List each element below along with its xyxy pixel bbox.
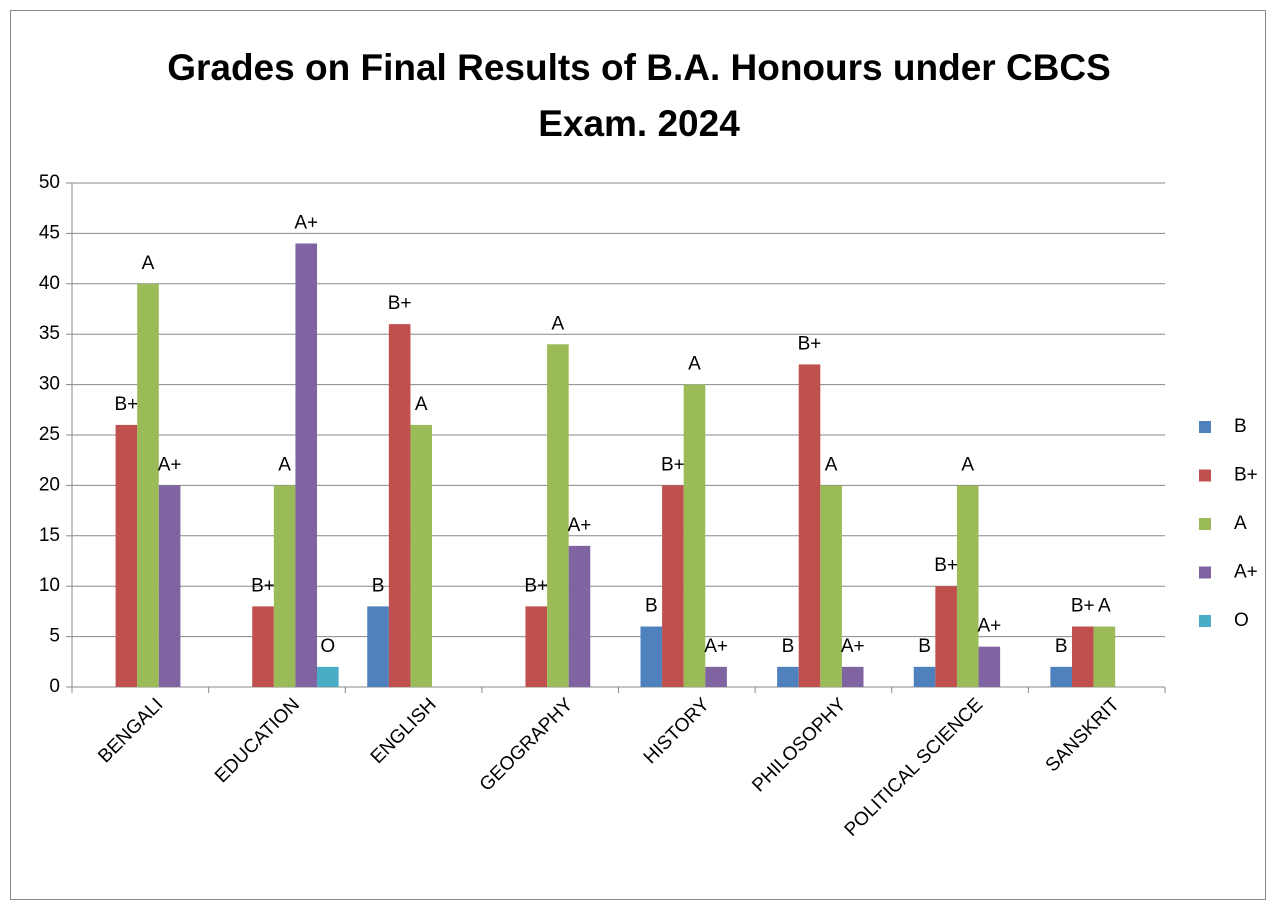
bar [158,485,181,687]
data-label: A [142,253,155,274]
bar [273,485,296,687]
legend-label: B [1234,416,1247,437]
data-label: B+ [798,333,822,354]
data-label: B+ [524,575,548,596]
y-tick-label: 40 [39,273,60,294]
legend-swatch [1199,421,1211,433]
x-tick-label: BENGALI [94,694,167,767]
data-label: B+ [661,454,685,475]
data-label: A [688,354,701,375]
bar [410,424,433,687]
y-tick-label: 35 [39,323,60,344]
data-label: B+ [251,575,275,596]
bar [1050,666,1072,687]
legend-label: B+ [1234,465,1258,486]
x-tick-label: SANSKRIT [1042,694,1124,776]
chart-title: Grades on Final Results of B.A. Honours … [167,47,1111,144]
y-tick-label: 50 [39,172,60,193]
legend-swatch [1199,566,1211,579]
y-tick-label: 5 [49,626,60,647]
data-label: A [415,394,428,415]
bar [820,485,842,687]
x-tick-label: ENGLISH [367,694,441,768]
y-tick-label: 15 [39,525,60,546]
bar [662,485,684,687]
x-tick-label: GEOGRAPHY [476,694,578,796]
data-label: A+ [841,636,865,657]
bar [115,424,138,687]
legend-label: O [1234,610,1249,631]
legend-swatch [1199,469,1211,482]
data-label: A+ [977,616,1001,637]
bar [777,666,799,687]
bar [1093,626,1116,687]
data-label: A+ [294,212,318,233]
bar [547,344,569,687]
legend-swatch [1199,518,1211,530]
bar [705,666,727,687]
legend-label: A+ [1234,562,1258,583]
y-tick-label: 20 [39,474,60,495]
bar [956,485,979,687]
bar [683,384,706,687]
bar [978,646,1001,687]
x-tick-label: HISTORY [640,694,714,768]
bar [317,666,339,687]
data-label: B [372,575,385,596]
bar [1071,626,1094,687]
y-tick-label: 45 [39,222,60,243]
data-label: B+ [1071,596,1095,617]
bar [798,364,821,687]
data-label: A [961,454,974,475]
data-label: A+ [568,515,592,536]
x-tick-label: POLITICAL SCIENCE [841,694,988,841]
y-tick-label: 25 [39,424,60,445]
data-label: B [1055,636,1068,657]
data-label: B+ [115,394,139,415]
y-tick-label: 30 [39,374,60,395]
bar [913,666,936,687]
data-label: B+ [934,555,958,576]
bar [568,545,591,687]
data-label: B [782,636,795,657]
bar [640,626,663,687]
bar [525,606,548,687]
bar [367,606,389,687]
x-tick-label: PHILOSOPHY [748,694,850,796]
data-label: O [320,636,335,657]
bar [841,666,864,687]
data-label: A+ [158,454,182,475]
bar [252,606,274,687]
x-tick-label: EDUCATION [211,694,304,787]
legend-swatch [1199,615,1211,627]
data-label: A+ [704,636,728,657]
y-tick-label: 0 [49,676,60,697]
bar [295,243,318,688]
data-label: B [918,636,931,657]
bar [935,586,957,687]
data-label: A [825,454,838,475]
data-label: A [552,313,565,334]
data-label: B+ [388,293,412,314]
bar [137,283,159,687]
data-label: A [1098,596,1111,617]
bar [388,324,411,687]
y-tick-label: 10 [39,575,60,596]
data-label: B [645,596,658,617]
legend-label: A [1234,513,1247,534]
data-label: A [278,454,291,475]
